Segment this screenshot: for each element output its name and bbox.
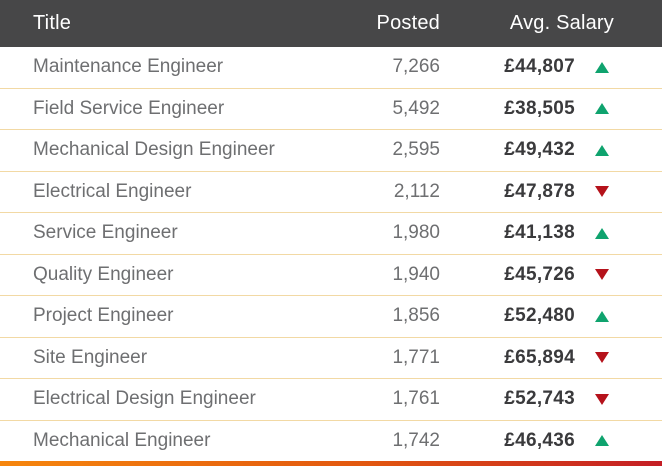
table-row: Quality Engineer 1,940 £45,726 — [0, 253, 662, 296]
trend-up-icon — [595, 144, 609, 156]
salary-cell: £52,480 — [504, 305, 575, 327]
salary-cell: £52,743 — [504, 388, 575, 410]
trend-up-icon — [595, 435, 609, 447]
table-body: Maintenance Engineer 7,266 £44,807 Field… — [0, 47, 662, 461]
title-cell: Service Engineer — [33, 222, 178, 244]
posted-cell: 5,492 — [392, 97, 440, 119]
table-row: Mechanical Engineer 1,742 £46,436 — [0, 419, 662, 462]
posted-cell: 1,771 — [392, 346, 440, 368]
salary-cell: £46,436 — [504, 429, 575, 451]
title-cell: Field Service Engineer — [33, 97, 225, 119]
trend-up-icon — [595, 103, 609, 115]
title-cell: Mechanical Engineer — [33, 429, 211, 451]
table-row: Site Engineer 1,771 £65,894 — [0, 336, 662, 379]
trend-cell — [590, 435, 614, 447]
trend-up-icon — [595, 310, 609, 322]
posted-cell: 1,940 — [392, 263, 440, 285]
table-row: Mechanical Design Engineer 2,595 £49,432 — [0, 129, 662, 171]
posted-cell: 2,112 — [393, 180, 440, 202]
trend-cell — [590, 103, 614, 115]
title-cell: Mechanical Design Engineer — [33, 139, 275, 161]
trend-cell — [590, 352, 614, 364]
title-cell: Maintenance Engineer — [33, 56, 224, 78]
column-header-posted: Posted — [376, 12, 440, 34]
trend-up-icon — [595, 61, 609, 73]
table-row: Electrical Design Engineer 1,761 £52,743 — [0, 378, 662, 420]
table-row: Service Engineer 1,980 £41,138 — [0, 212, 662, 254]
title-cell: Electrical Design Engineer — [33, 388, 256, 410]
bottom-accent-bar — [0, 461, 662, 466]
trend-down-icon — [595, 186, 609, 198]
posted-cell: 1,856 — [392, 305, 440, 327]
table-row: Electrical Engineer 2,112 £47,878 — [0, 170, 662, 213]
table-row: Project Engineer 1,856 £52,480 — [0, 295, 662, 337]
trend-up-icon — [595, 227, 609, 239]
column-header-avg-salary: Avg. Salary — [509, 12, 614, 34]
title-cell: Quality Engineer — [33, 263, 174, 285]
trend-cell — [590, 144, 614, 156]
posted-cell: 7,266 — [392, 56, 440, 78]
column-header-title: Title — [33, 12, 72, 34]
trend-cell — [590, 61, 614, 73]
salary-cell: £65,894 — [504, 346, 575, 368]
trend-cell — [590, 269, 614, 281]
title-cell: Site Engineer — [33, 346, 148, 368]
posted-cell: 2,595 — [392, 139, 440, 161]
trend-down-icon — [595, 393, 609, 405]
salary-cell: £49,432 — [504, 139, 575, 161]
table-header: Title Posted Avg. Salary — [0, 0, 662, 47]
trend-down-icon — [595, 352, 609, 364]
posted-cell: 1,980 — [392, 222, 440, 244]
trend-cell — [590, 186, 614, 198]
salary-cell: £38,505 — [504, 97, 575, 119]
salary-cell: £41,138 — [504, 222, 575, 244]
posted-cell: 1,742 — [392, 429, 440, 451]
title-cell: Project Engineer — [33, 305, 174, 327]
trend-cell — [590, 310, 614, 322]
trend-cell — [590, 227, 614, 239]
trend-cell — [590, 393, 614, 405]
table-row: Maintenance Engineer 7,266 £44,807 — [0, 47, 662, 88]
salary-cell: £45,726 — [504, 263, 575, 285]
table-row: Field Service Engineer 5,492 £38,505 — [0, 87, 662, 130]
posted-cell: 1,761 — [392, 388, 440, 410]
trend-down-icon — [595, 269, 609, 281]
title-cell: Electrical Engineer — [33, 180, 192, 202]
salary-cell: £44,807 — [504, 56, 575, 78]
salary-cell: £47,878 — [504, 180, 575, 202]
